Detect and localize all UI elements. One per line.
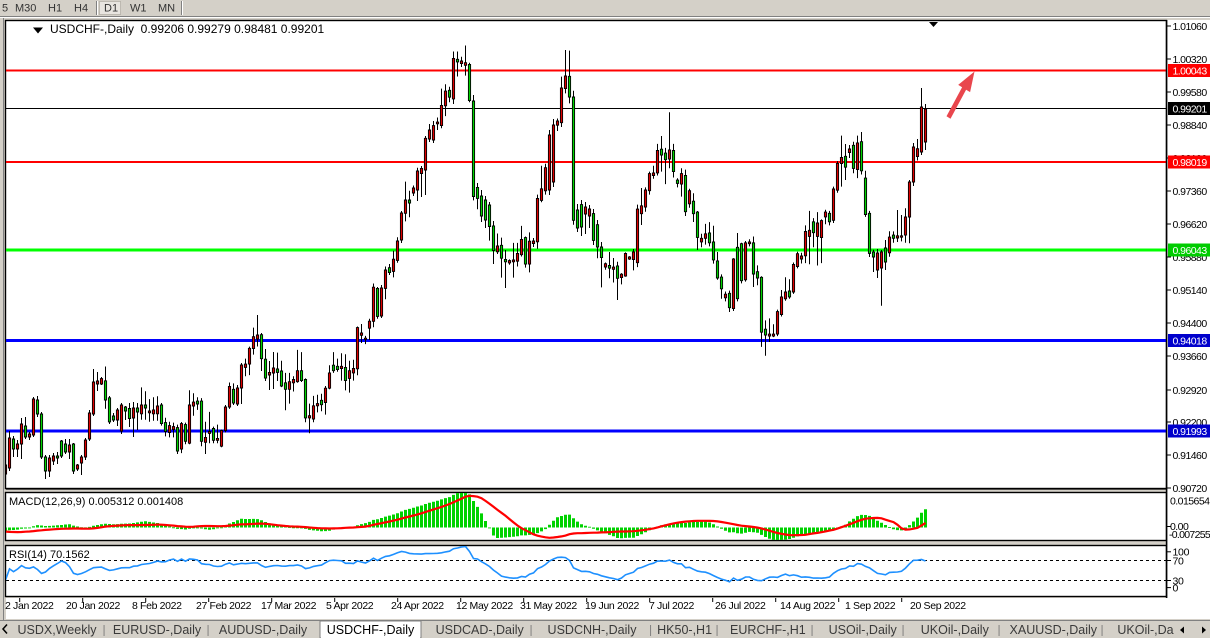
svg-text:|: |: [715, 623, 718, 637]
svg-text:USDX,Weekly: USDX,Weekly: [18, 623, 98, 637]
svg-text:|: |: [102, 623, 105, 637]
svg-text:RSI(14) 70.1562: RSI(14) 70.1562: [9, 549, 90, 561]
svg-text:|: |: [1100, 623, 1103, 637]
svg-text:0.99201: 0.99201: [1173, 103, 1208, 115]
svg-text:14 Aug 2022: 14 Aug 2022: [780, 600, 836, 612]
svg-text:-0.0072559: -0.0072559: [1169, 529, 1210, 541]
svg-text:0.00: 0.00: [1170, 521, 1189, 533]
svg-text:USDCHF-,Daily 0.99206 0.99279: USDCHF-,Daily 0.99206 0.99279 0.98481 0.…: [50, 22, 325, 36]
svg-text:1.00043: 1.00043: [1173, 65, 1208, 77]
svg-text:EURCHF-,H1: EURCHF-,H1: [730, 623, 806, 637]
svg-text:1.01060: 1.01060: [1173, 21, 1208, 33]
svg-text:AUDUSD-,Daily: AUDUSD-,Daily: [219, 623, 308, 637]
svg-text:USDCAD-,Daily: USDCAD-,Daily: [436, 623, 525, 637]
svg-text:26 Jul 2022: 26 Jul 2022: [715, 600, 766, 612]
svg-text:0.92920: 0.92920: [1173, 385, 1208, 397]
svg-text:20 Sep 2022: 20 Sep 2022: [910, 600, 966, 612]
svg-text:D1: D1: [104, 3, 118, 15]
svg-text:0.90720: 0.90720: [1173, 483, 1208, 495]
svg-text:27 Feb 2022: 27 Feb 2022: [196, 600, 252, 612]
svg-text:2 Jan 2022: 2 Jan 2022: [5, 600, 54, 612]
svg-text:|: |: [810, 623, 813, 637]
svg-text:0.95140: 0.95140: [1173, 285, 1208, 297]
svg-text:100: 100: [1173, 547, 1190, 559]
svg-text:12 May 2022: 12 May 2022: [456, 600, 513, 612]
svg-text:0.96620: 0.96620: [1173, 219, 1208, 231]
svg-text:7 Jul 2022: 7 Jul 2022: [649, 600, 694, 612]
svg-text:8 Feb 2022: 8 Feb 2022: [132, 600, 182, 612]
svg-text:0.94018: 0.94018: [1173, 335, 1208, 347]
svg-text:W1: W1: [130, 3, 147, 15]
svg-text:0: 0: [1173, 582, 1179, 594]
svg-text:0.99580: 0.99580: [1173, 87, 1208, 99]
svg-text:|: |: [206, 623, 209, 637]
svg-text:20 Jan 2022: 20 Jan 2022: [66, 600, 120, 612]
svg-text:0.96043: 0.96043: [1173, 245, 1208, 257]
svg-text:0.91993: 0.91993: [1173, 426, 1208, 438]
svg-text:XAUUSD-,Daily: XAUUSD-,Daily: [1010, 623, 1098, 637]
svg-text:0.97360: 0.97360: [1173, 186, 1208, 198]
svg-text:0.98840: 0.98840: [1173, 120, 1208, 132]
svg-text:30: 30: [1173, 575, 1185, 587]
svg-text:USDCNH-,Daily: USDCNH-,Daily: [548, 623, 638, 637]
svg-text:USOil-,Daily: USOil-,Daily: [829, 623, 898, 637]
svg-text:0.015654: 0.015654: [1170, 496, 1210, 508]
svg-text:MN: MN: [158, 3, 175, 15]
svg-text:24 Apr 2022: 24 Apr 2022: [391, 600, 444, 612]
svg-text:|: |: [901, 623, 904, 637]
svg-text:5 Apr 2022: 5 Apr 2022: [326, 600, 374, 612]
svg-text:17 Mar 2022: 17 Mar 2022: [261, 600, 317, 612]
svg-text:UKOil-,Da: UKOil-,Da: [1117, 623, 1173, 637]
svg-text:HK50-,H1: HK50-,H1: [657, 623, 712, 637]
svg-text:MACD(12,26,9) 0.005312 0.00140: MACD(12,26,9) 0.005312 0.001408: [9, 496, 183, 508]
svg-text:|: |: [529, 623, 532, 637]
svg-text:EURUSD-,Daily: EURUSD-,Daily: [113, 623, 202, 637]
svg-text:UKOil-,Daily: UKOil-,Daily: [921, 623, 990, 637]
svg-text:1 Sep 2022: 1 Sep 2022: [845, 600, 896, 612]
svg-text:5: 5: [2, 3, 8, 15]
svg-text:H1: H1: [48, 3, 62, 15]
svg-text:|: |: [649, 623, 652, 637]
svg-text:M30: M30: [15, 3, 36, 15]
svg-text:0.91460: 0.91460: [1173, 450, 1208, 462]
svg-text:|: |: [997, 623, 1000, 637]
svg-text:1.00320: 1.00320: [1173, 54, 1208, 66]
svg-text:31 May 2022: 31 May 2022: [520, 600, 577, 612]
svg-text:USDCHF-,Daily: USDCHF-,Daily: [327, 623, 415, 637]
svg-text:0.93660: 0.93660: [1173, 351, 1208, 363]
svg-text:H4: H4: [74, 3, 88, 15]
svg-text:0.94400: 0.94400: [1173, 318, 1208, 330]
svg-text:70: 70: [1173, 555, 1185, 567]
svg-text:0.98019: 0.98019: [1173, 157, 1208, 169]
svg-text:19 Jun 2022: 19 Jun 2022: [585, 600, 639, 612]
